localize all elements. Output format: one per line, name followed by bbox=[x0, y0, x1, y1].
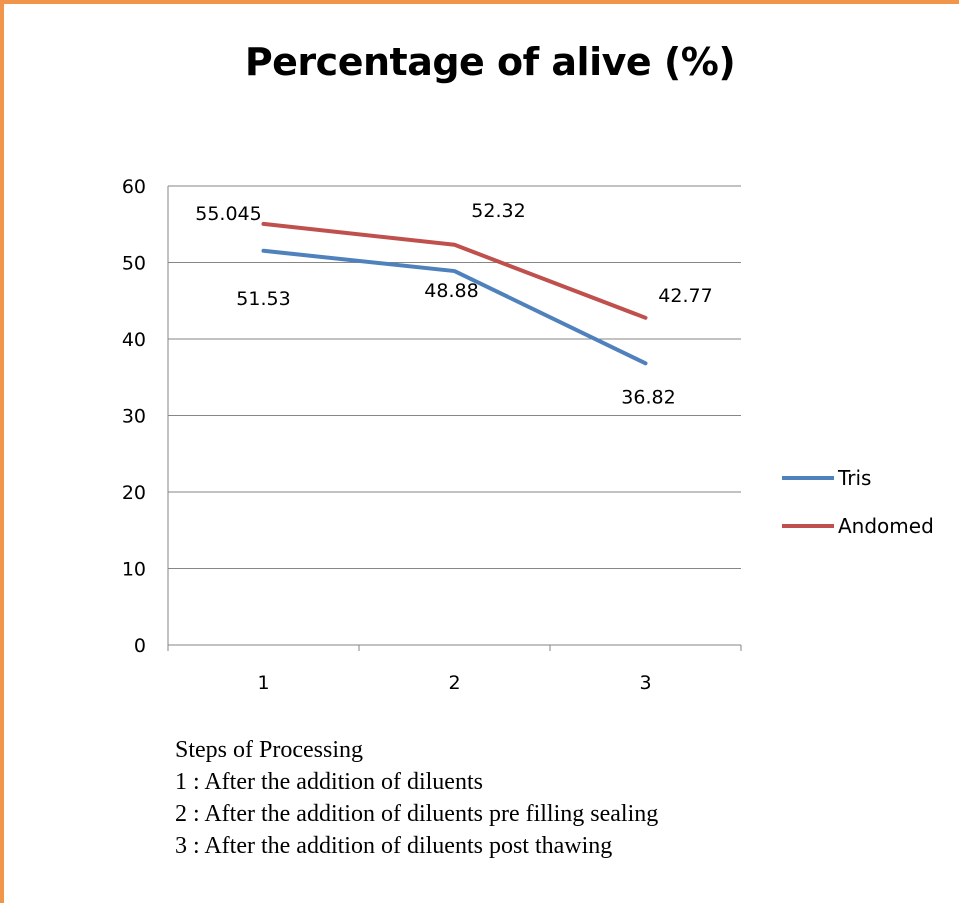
data-label-tris: 48.88 bbox=[424, 280, 478, 302]
x-tick-label: 1 bbox=[257, 672, 269, 694]
y-tick-label: 50 bbox=[122, 253, 146, 275]
y-tick-label: 10 bbox=[122, 559, 146, 581]
data-label-andomed: 52.32 bbox=[471, 200, 525, 222]
y-tick-label: 60 bbox=[122, 176, 146, 198]
data-label-tris: 36.82 bbox=[621, 386, 675, 408]
y-tick-label: 0 bbox=[134, 635, 146, 657]
y-tick-label: 40 bbox=[122, 329, 146, 351]
series-line-andomed bbox=[261, 221, 648, 320]
steps-heading: Steps of Processing bbox=[175, 737, 363, 763]
chart-title: Percentage of alive (%) bbox=[244, 40, 736, 84]
x-tick-label: 3 bbox=[639, 672, 651, 694]
gridlines bbox=[168, 185, 741, 569]
x-tick-label: 2 bbox=[448, 672, 460, 694]
legend-label-andomed: Andomed bbox=[838, 514, 934, 538]
legend: Tris Andomed bbox=[782, 466, 934, 538]
data-labels: 51.53 48.88 36.82 55.045 52.32 42.77 bbox=[195, 200, 712, 409]
steps-notes: Steps of Processing 1 : After the additi… bbox=[175, 734, 658, 862]
slide-frame-top bbox=[0, 0, 959, 4]
slide-frame-left bbox=[0, 0, 4, 903]
data-label-andomed: 55.045 bbox=[195, 203, 261, 225]
legend-label-tris: Tris bbox=[837, 466, 871, 490]
series-line-tris bbox=[261, 248, 648, 366]
step-note-2: 2 : After the addition of diluents pre f… bbox=[175, 801, 659, 827]
y-tick-label: 30 bbox=[122, 406, 146, 428]
axes: 0 10 20 30 40 50 60 1 2 3 bbox=[122, 176, 742, 694]
data-label-tris: 51.53 bbox=[236, 288, 290, 310]
step-note-3: 3 : After the addition of diluents post … bbox=[175, 833, 613, 859]
data-label-andomed: 42.77 bbox=[658, 285, 712, 307]
series-lines bbox=[261, 221, 648, 366]
step-note-1: 1 : After the addition of diluents bbox=[175, 769, 483, 795]
y-tick-label: 20 bbox=[122, 482, 146, 504]
